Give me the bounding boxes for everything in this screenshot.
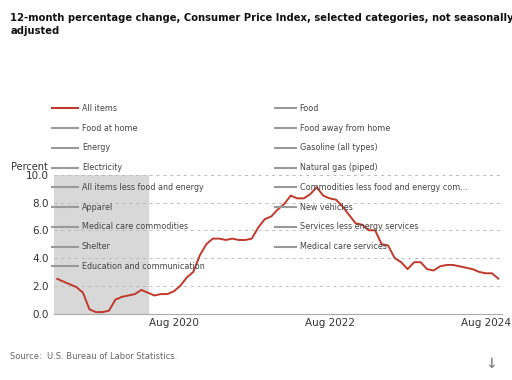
Text: Food away from home: Food away from home [300,124,390,133]
Text: Apparel: Apparel [82,203,113,212]
Text: Source:  U.S. Bureau of Labor Statistics.: Source: U.S. Bureau of Labor Statistics. [10,352,178,361]
Text: Food at home: Food at home [82,124,137,133]
Text: All items less food and energy: All items less food and energy [82,183,204,192]
Text: ↓: ↓ [486,356,497,370]
Text: Commodities less food and energy com...: Commodities less food and energy com... [300,183,467,192]
Text: Gasoline (all types): Gasoline (all types) [300,143,377,152]
Text: Education and communication: Education and communication [82,262,205,271]
Text: All items: All items [82,104,117,113]
Text: Medical care services: Medical care services [300,242,387,251]
Text: Services less energy services: Services less energy services [300,222,418,231]
Text: Natural gas (piped): Natural gas (piped) [300,163,377,172]
Text: New vehicles: New vehicles [300,203,352,212]
Text: Percent: Percent [11,162,48,172]
Text: Energy: Energy [82,143,110,152]
Text: 12-month percentage change, Consumer Price Index, selected categories, not seaso: 12-month percentage change, Consumer Pri… [10,13,512,36]
Text: Electricity: Electricity [82,163,122,172]
Text: Medical care commodities: Medical care commodities [82,222,188,231]
Text: Shelter: Shelter [82,242,111,251]
Text: Food: Food [300,104,319,113]
Bar [54,175,148,314]
